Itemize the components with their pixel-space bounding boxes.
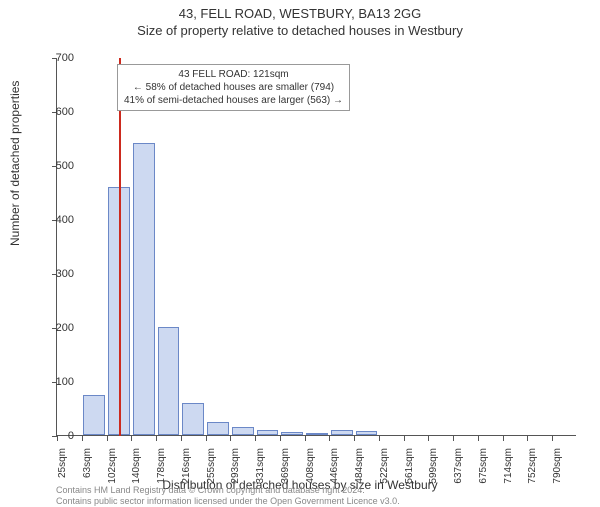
plot-area: 25sqm63sqm102sqm140sqm178sqm216sqm255sqm… bbox=[56, 58, 576, 436]
histogram-bar bbox=[207, 422, 229, 436]
histogram-bar bbox=[83, 395, 105, 436]
title-line-1: 43, FELL ROAD, WESTBURY, BA13 2GG bbox=[0, 6, 600, 21]
x-tick-mark bbox=[206, 436, 207, 441]
x-tick-mark bbox=[131, 436, 132, 441]
info-box: 43 FELL ROAD: 121sqm← 58% of detached ho… bbox=[117, 64, 350, 111]
x-tick-mark bbox=[280, 436, 281, 441]
y-tick-label: 100 bbox=[34, 376, 74, 388]
x-tick-mark bbox=[181, 436, 182, 441]
info-box-line: 43 FELL ROAD: 121sqm bbox=[124, 68, 343, 81]
x-tick-mark bbox=[255, 436, 256, 441]
x-tick-mark bbox=[404, 436, 405, 441]
x-tick-mark bbox=[329, 436, 330, 441]
x-tick-mark bbox=[305, 436, 306, 441]
histogram-bar bbox=[281, 432, 303, 435]
histogram-bar bbox=[257, 430, 279, 435]
histogram-bar bbox=[182, 403, 204, 435]
histogram-bar bbox=[232, 427, 254, 435]
x-tick-mark bbox=[107, 436, 108, 441]
histogram-bar bbox=[356, 431, 378, 435]
x-tick-mark bbox=[82, 436, 83, 441]
x-tick-mark bbox=[527, 436, 528, 441]
x-tick-mark bbox=[379, 436, 380, 441]
histogram-bar bbox=[306, 433, 328, 435]
x-tick-mark bbox=[428, 436, 429, 441]
y-tick-label: 300 bbox=[34, 268, 74, 280]
y-tick-label: 700 bbox=[34, 52, 74, 64]
x-tick-mark bbox=[478, 436, 479, 441]
histogram-bar bbox=[331, 430, 353, 435]
histogram-bar bbox=[133, 143, 155, 435]
y-tick-label: 600 bbox=[34, 106, 74, 118]
y-tick-label: 200 bbox=[34, 322, 74, 334]
footer: Contains HM Land Registry data © Crown c… bbox=[56, 485, 400, 507]
x-tick-mark bbox=[354, 436, 355, 441]
chart-header: 43, FELL ROAD, WESTBURY, BA13 2GG Size o… bbox=[0, 6, 600, 38]
x-tick-mark bbox=[503, 436, 504, 441]
x-tick-mark bbox=[230, 436, 231, 441]
x-tick-mark bbox=[552, 436, 553, 441]
histogram-bar bbox=[158, 327, 180, 435]
x-tick-mark bbox=[156, 436, 157, 441]
y-tick-label: 0 bbox=[34, 430, 74, 442]
property-marker-line bbox=[119, 58, 121, 436]
info-box-line: ← 58% of detached houses are smaller (79… bbox=[124, 81, 343, 94]
y-tick-label: 500 bbox=[34, 160, 74, 172]
chart-area: 25sqm63sqm102sqm140sqm178sqm216sqm255sqm… bbox=[56, 58, 576, 436]
y-axis-title: Number of detached properties bbox=[8, 81, 22, 246]
footer-line-1: Contains HM Land Registry data © Crown c… bbox=[56, 485, 400, 496]
footer-line-2: Contains public sector information licen… bbox=[56, 496, 400, 507]
y-tick-label: 400 bbox=[34, 214, 74, 226]
info-box-line: 41% of semi-detached houses are larger (… bbox=[124, 94, 343, 107]
x-tick-mark bbox=[453, 436, 454, 441]
title-line-2: Size of property relative to detached ho… bbox=[0, 23, 600, 38]
